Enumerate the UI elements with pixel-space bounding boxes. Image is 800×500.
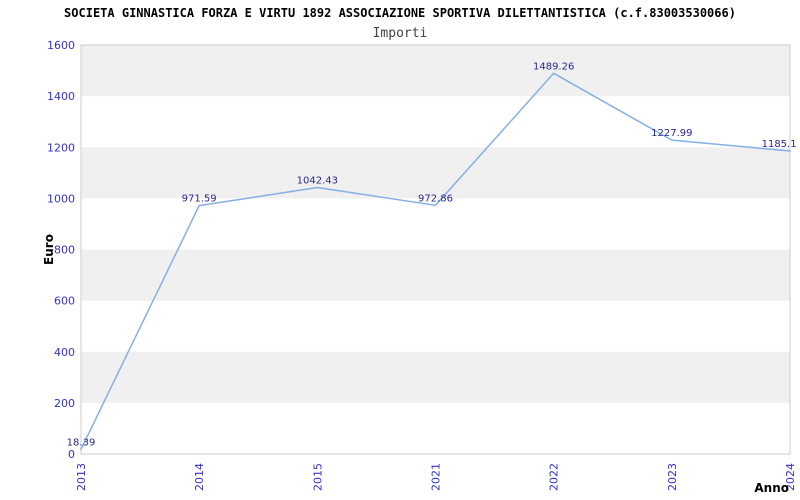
y-tick-label: 600 (54, 295, 75, 308)
grid-band (81, 249, 790, 301)
data-point-label: 1489.26 (533, 61, 574, 72)
y-tick-label: 800 (54, 244, 75, 257)
chart-subtitle: Importi (372, 26, 428, 41)
x-tick-label: 2024 (784, 463, 797, 491)
y-tick-label: 1200 (47, 141, 75, 154)
y-axis-title: Euro (42, 234, 56, 265)
grid-band (81, 147, 790, 199)
y-tick-label: 1600 (47, 39, 75, 52)
grid-band (81, 45, 790, 97)
y-tick-label: 1000 (47, 192, 75, 205)
data-point-label: 1227.99 (651, 128, 692, 139)
y-tick-label: 1400 (47, 90, 75, 103)
data-point-label: 971.59 (182, 194, 217, 205)
x-tick-label: 2021 (430, 463, 443, 491)
data-point-label: 972.86 (418, 193, 453, 204)
data-point-label: 1042.43 (297, 176, 338, 187)
data-line (80, 72, 791, 451)
x-tick-label: 2014 (193, 463, 206, 491)
x-axis-title: Anno (754, 481, 789, 495)
x-tick-label: 2015 (311, 463, 324, 491)
chart-title: SOCIETA GINNASTICA FORZA E VIRTU 1892 AS… (64, 6, 736, 20)
data-point-label: 1185.1 (762, 139, 797, 150)
grid-band (81, 351, 790, 403)
y-tick-label: 200 (54, 397, 75, 410)
y-tick-label: 0 (68, 448, 75, 461)
plot-border (80, 44, 791, 455)
x-tick-label: 2013 (75, 463, 88, 491)
x-tick-label: 2022 (548, 463, 561, 491)
y-tick-label: 400 (54, 346, 75, 359)
data-point-label: 18.39 (67, 437, 96, 448)
x-tick-label: 2023 (666, 463, 679, 491)
